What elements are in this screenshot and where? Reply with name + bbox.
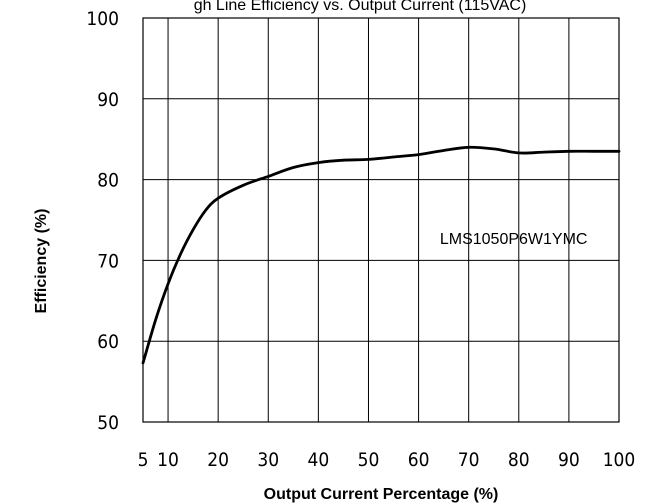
x-tick-label: 60 — [408, 449, 430, 471]
plot-frame — [142, 17, 620, 423]
y-tick-label: 70 — [97, 250, 119, 272]
x-tick-label: 80 — [508, 449, 530, 471]
y-tick-label: 80 — [97, 170, 119, 192]
y-axis-title: Efficiency (%) — [33, 209, 50, 314]
chart-title: gh Line Efficiency vs. Output Current (1… — [194, 0, 527, 14]
y-tick-label: 60 — [97, 331, 119, 353]
y-tick-label: 50 — [97, 412, 119, 434]
x-axis-ticks: 5 10 20 30 40 50 60 70 80 90 100 — [138, 449, 636, 471]
x-tick-label: 70 — [458, 449, 480, 471]
x-axis-title: Output Current Percentage (%) — [264, 486, 499, 503]
x-tick-label: 40 — [307, 449, 329, 471]
series-annotation: LMS1050P6W1YMC — [440, 231, 588, 248]
grid — [143, 18, 619, 422]
y-tick-label: 90 — [97, 89, 119, 111]
efficiency-series-line — [141, 145, 621, 365]
y-tick-label: 100 — [86, 8, 119, 30]
x-tick-label: 30 — [257, 449, 279, 471]
x-tick-label: 20 — [207, 449, 229, 471]
x-tick-label: 90 — [558, 449, 580, 471]
x-tick-label: 100 — [603, 449, 636, 471]
x-tick-label: 10 — [157, 449, 179, 471]
x-tick-label: 50 — [358, 449, 380, 471]
x-tick-label: 5 — [138, 449, 149, 471]
y-axis-ticks: 50 60 70 80 90 100 — [86, 8, 119, 434]
